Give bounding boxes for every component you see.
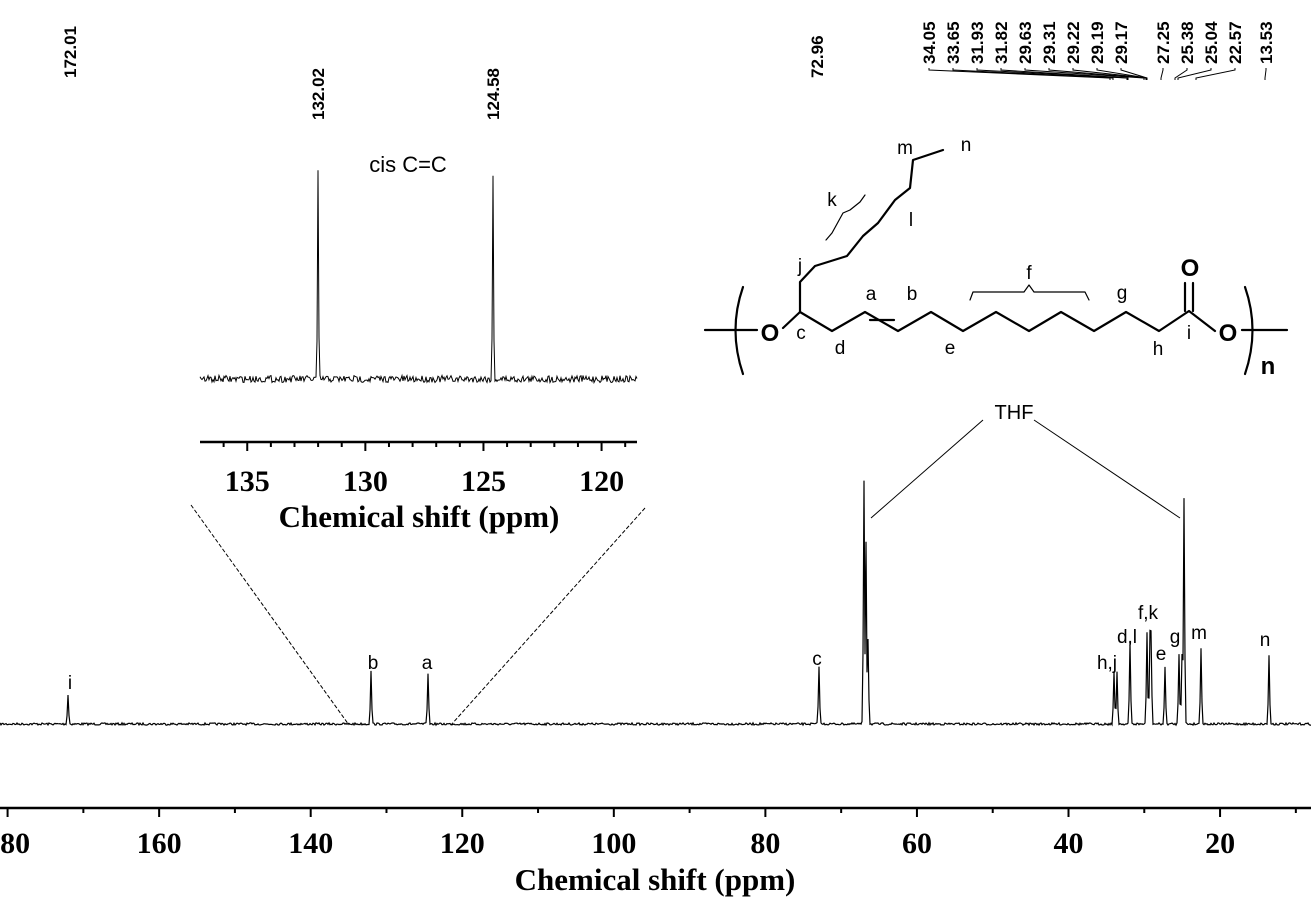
- shift-label: 124.58: [484, 68, 503, 120]
- peak-label: h,j: [1097, 653, 1117, 674]
- inset-tick-label: 125: [461, 465, 506, 498]
- peak-label: i: [68, 673, 72, 694]
- structure-atom-o-right: O: [1219, 320, 1238, 347]
- main-tick-label: 20: [1205, 827, 1235, 860]
- structure-label-e: e: [945, 338, 956, 359]
- structure-label-j: j: [797, 256, 802, 277]
- structure-label-a: a: [866, 284, 877, 305]
- shift-label: 29.22: [1064, 21, 1083, 64]
- shift-connector: [1160, 68, 1164, 80]
- main-tick-label: 180: [0, 827, 30, 860]
- shift-connector: [952, 68, 1114, 80]
- structure-brace-f: [969, 284, 1090, 301]
- shift-label: 132.02: [309, 68, 328, 120]
- main-tick-label: 160: [137, 827, 182, 860]
- structure-label-n: n: [961, 135, 972, 156]
- zoom-guide-right: [450, 507, 646, 726]
- shift-label: 29.31: [1040, 21, 1059, 64]
- shift-label: 25.38: [1178, 21, 1197, 64]
- peak-label: a: [422, 653, 433, 674]
- structure-label-m: m: [897, 138, 913, 159]
- structure-side-chain: [798, 148, 945, 314]
- peak-label: m: [1191, 623, 1207, 644]
- structure-label-k: k: [827, 190, 837, 211]
- peak-label: e: [1156, 644, 1167, 665]
- shift-connector: [1195, 68, 1236, 80]
- shift-label: 29.17: [1112, 21, 1131, 64]
- structure-brace-k: [825, 194, 866, 241]
- structure-label-d: d: [835, 338, 846, 359]
- peak-label: n: [1260, 630, 1271, 651]
- main-tick-labels: 180 160 140 120 100 80 60 40 20: [0, 827, 1235, 860]
- structure-label-f: f: [1026, 263, 1032, 284]
- main-x-axis-title: Chemical shift (ppm): [515, 862, 796, 897]
- shift-label: 172.01: [61, 26, 80, 78]
- shift-label: 34.05: [920, 21, 939, 64]
- thf-pointer-left: [870, 419, 984, 519]
- shift-connector: [976, 68, 1128, 80]
- structure-atom-o-left: O: [761, 320, 780, 347]
- structure-repeat-n: n: [1261, 353, 1276, 380]
- structure-label-c: c: [796, 323, 806, 344]
- shift-label: 25.04: [1202, 21, 1221, 64]
- main-x-axis: [0, 806, 1311, 817]
- chemical-structure: [703, 148, 1289, 376]
- shift-connector: [1264, 68, 1267, 80]
- inset-spectrum-trace: [199, 170, 638, 385]
- structure-label-b: b: [907, 284, 918, 305]
- shift-label: 72.96: [808, 35, 827, 78]
- peak-label: g: [1170, 627, 1181, 648]
- main-tick-label: 140: [288, 827, 333, 860]
- shift-connector: [1177, 68, 1212, 80]
- peak-letter-labels: i b a c h,jd,lf,k eg m n: [68, 603, 1270, 694]
- structure-label-g: g: [1117, 283, 1128, 304]
- shift-label: 27.25: [1154, 21, 1173, 64]
- structure-atom-o-carbonyl: O: [1181, 255, 1200, 282]
- shift-connector: [1048, 68, 1147, 80]
- peak-label: c: [812, 649, 822, 670]
- structure-label-h: h: [1153, 339, 1164, 360]
- shift-label: 13.53: [1257, 21, 1276, 64]
- thf-pointer-right: [1033, 419, 1181, 519]
- shift-label: 31.82: [992, 21, 1011, 64]
- inset-x-axis: [200, 440, 637, 451]
- inset-chart: 135 130 125 120 Chemical shift (ppm) cis C=…: [199, 152, 638, 534]
- structure-backbone: [703, 309, 1289, 333]
- structure-label-l: l: [909, 210, 913, 231]
- main-tick-label: 60: [902, 827, 932, 860]
- structure-bracket-left: [734, 285, 745, 376]
- shift-label: 31.93: [968, 21, 987, 64]
- peak-label: b: [368, 653, 379, 674]
- shift-label: 29.19: [1088, 21, 1107, 64]
- main-tick-label: 120: [440, 827, 485, 860]
- shift-connector: [1024, 68, 1145, 80]
- main-tick-label: 40: [1054, 827, 1084, 860]
- shift-label: 22.57: [1226, 21, 1245, 64]
- structure-bracket-right: [1243, 285, 1254, 376]
- inset-tick-label: 120: [579, 465, 624, 498]
- chemical-shift-labels: 172.01 132.02 124.58 72.96 34.05 33.65 31.93 31…: [61, 21, 1276, 120]
- shift-label: 33.65: [944, 21, 963, 64]
- structure-text: O O O n a b c d e f g h i j k l m n: [761, 135, 1276, 380]
- peak-label: d,l: [1117, 627, 1137, 648]
- shift-connector: [928, 68, 1111, 80]
- inset-title: cis C=C: [369, 152, 447, 177]
- peak-label: f,k: [1138, 603, 1159, 624]
- inset-tick-label: 130: [343, 465, 388, 498]
- structure-label-i: i: [1187, 323, 1191, 344]
- inset-x-axis-title: Chemical shift (ppm): [279, 499, 560, 534]
- thf-annotation: THF: [870, 402, 1181, 519]
- shift-label: 29.63: [1016, 21, 1035, 64]
- inset-tick-label: 135: [225, 465, 270, 498]
- thf-label: THF: [995, 402, 1034, 424]
- main-tick-label: 100: [591, 827, 636, 860]
- main-spectrum-trace: [0, 480, 1311, 727]
- inset-tick-labels: 135 130 125 120: [225, 465, 624, 498]
- zoom-guide-left: [190, 504, 350, 726]
- shift-connector: [1000, 68, 1129, 80]
- main-tick-label: 80: [750, 827, 780, 860]
- shift-connector: [1120, 68, 1148, 80]
- shift-connector: [1174, 68, 1188, 80]
